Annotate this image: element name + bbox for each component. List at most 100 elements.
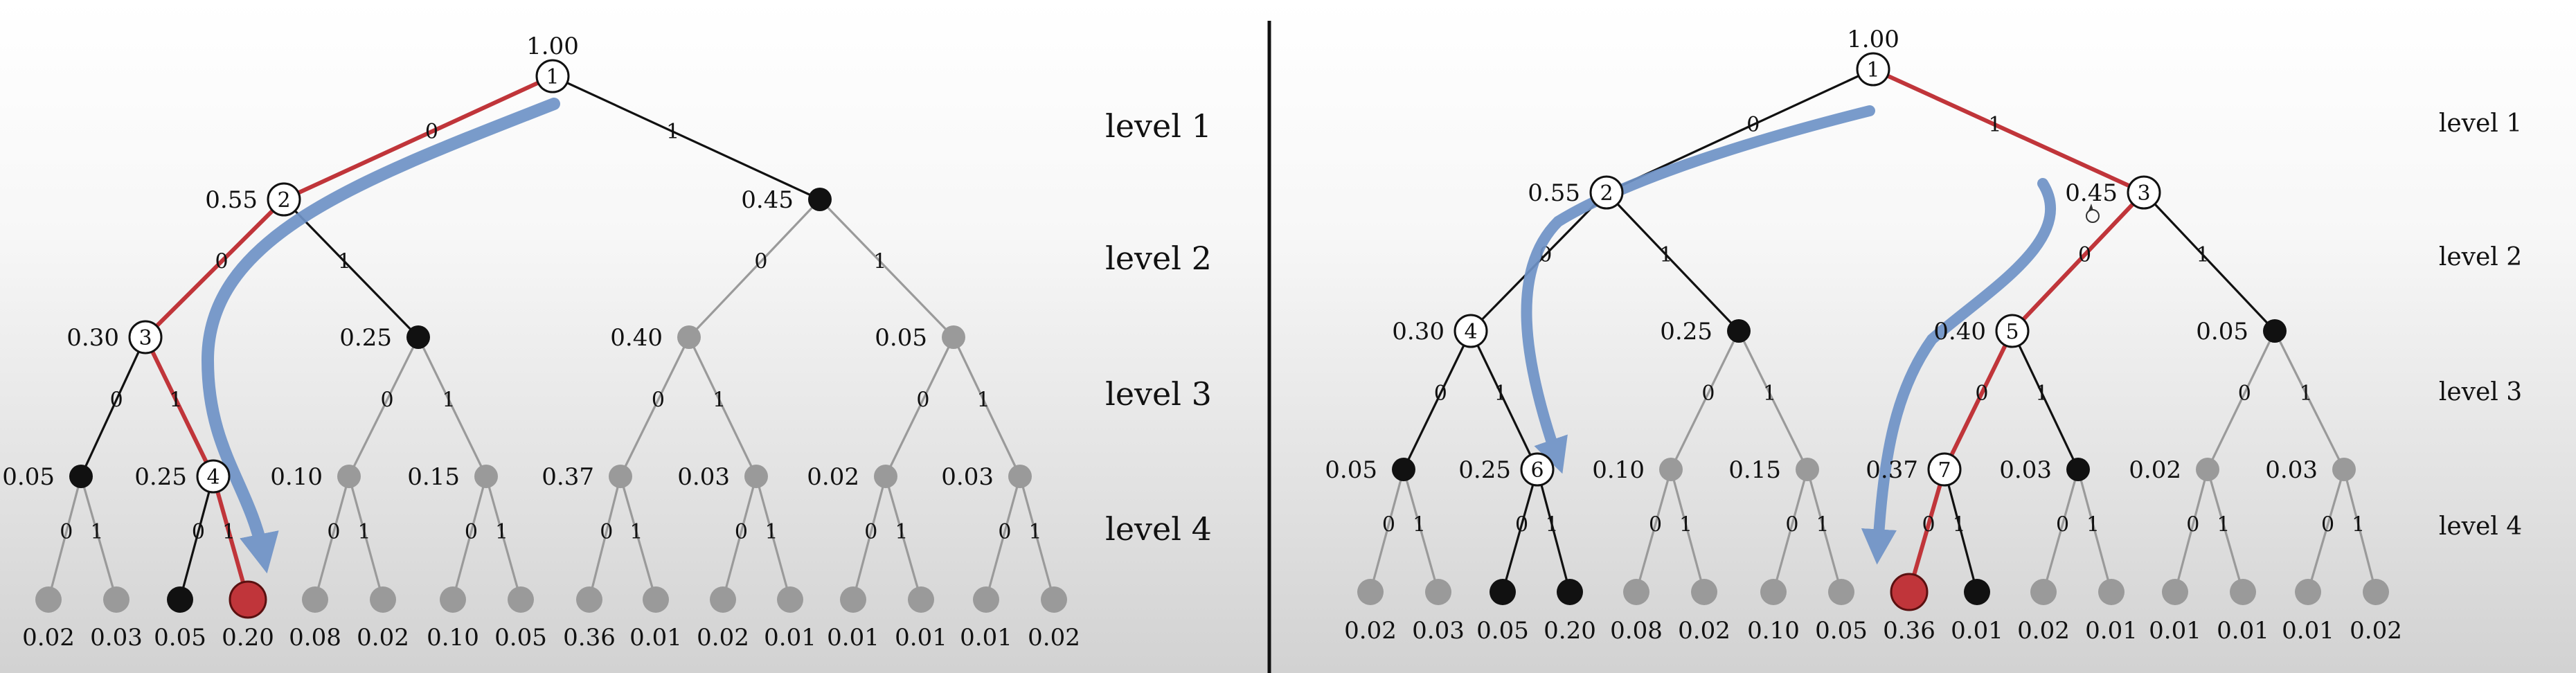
node-id: 5 — [2005, 320, 2019, 344]
level-label-4: level 4 — [1105, 510, 1212, 548]
edge-l4-2-0 — [1635, 469, 1672, 593]
leaf-node — [2230, 579, 2256, 605]
edge-label-one: 1 — [873, 250, 886, 274]
edge-l4-3-0 — [451, 476, 488, 600]
edge-label-zero: 0 — [2321, 513, 2334, 537]
edge-label-zero: 0 — [652, 388, 665, 412]
edge-l2-1-0 — [688, 198, 821, 339]
node-id: 3 — [2137, 181, 2150, 206]
pruned-node — [677, 325, 701, 349]
edge-l4-2-1 — [348, 476, 384, 600]
edge-label-one: 1 — [358, 520, 371, 544]
expanded-node — [1589, 175, 1624, 210]
leaf-node — [643, 586, 669, 613]
edge-label-one: 1 — [2299, 382, 2312, 406]
edge-l2-1-1 — [819, 198, 955, 339]
leaf-probability: 0.03 — [1412, 617, 1465, 645]
edge-label-zero: 0 — [1515, 513, 1528, 537]
edge-l4-7-0 — [985, 476, 1021, 600]
edge-label-zero: 0 — [2186, 513, 2199, 537]
leaf-node — [1623, 579, 1649, 605]
leaf-node — [229, 580, 267, 619]
search-arrow — [201, 98, 560, 574]
leaf-probability: 0.10 — [427, 624, 479, 652]
edge-label-zero: 0 — [998, 520, 1011, 544]
search-arrow — [1521, 105, 1875, 474]
leaf-probability: 0.01 — [2085, 617, 2138, 645]
leaf-probability: 0.01 — [895, 624, 947, 652]
node-probability: 0.25 — [1660, 318, 1712, 346]
edge-label-one: 1 — [495, 520, 508, 544]
hand-cursor-icon — [2086, 204, 2100, 223]
leaf-node — [1041, 586, 1067, 613]
edge-label-zero: 0 — [327, 520, 340, 544]
edge-l3-3-1 — [2273, 330, 2345, 470]
leaf-probability: 0.05 — [494, 624, 547, 652]
pruned-node — [69, 465, 93, 488]
leaf-node — [1964, 579, 1990, 605]
node-probability: 0.03 — [941, 463, 994, 491]
edge-l3-2-0 — [1942, 330, 2014, 471]
edge-label-zero: 0 — [1975, 382, 1988, 406]
edge-l3-0-0 — [1402, 330, 1472, 470]
leaf-node — [103, 586, 129, 613]
edge-label-zero: 0 — [1649, 513, 1662, 537]
leaf-node — [1890, 573, 1929, 611]
leaf-node — [576, 586, 602, 613]
edge-label-zero: 0 — [1746, 113, 1760, 137]
node-probability: 0.55 — [205, 186, 258, 214]
edge-label-one: 1 — [2086, 513, 2100, 537]
edge-l4-3-0 — [1772, 469, 1809, 593]
leaf-node — [1490, 579, 1516, 605]
pruned-node — [744, 465, 768, 488]
node-probability: 0.03 — [1999, 456, 2052, 484]
edge-l4-0-0 — [1369, 469, 1405, 593]
root-probability: 1.00 — [526, 33, 579, 60]
leaf-probability: 0.01 — [960, 624, 1012, 652]
edge-label-zero: 0 — [380, 388, 393, 412]
level-label-3: level 3 — [1105, 375, 1212, 413]
edge-label-one: 1 — [1988, 113, 2001, 137]
edge-label-zero: 0 — [864, 520, 877, 544]
leaf-node — [2098, 579, 2125, 605]
pruned-node — [474, 465, 498, 488]
level-labels: level 1 level 2 level 3 level 4 — [2439, 109, 2522, 541]
edge-label-zero: 0 — [1382, 513, 1395, 537]
leaf-node — [840, 586, 866, 613]
root-probability: 1.00 — [1847, 26, 1899, 53]
edge-label-zero: 0 — [1434, 382, 1447, 406]
level-label-1: level 1 — [1105, 107, 1212, 145]
pruned-node — [1008, 465, 1032, 488]
node-probability: 0.45 — [2065, 179, 2118, 207]
edge-label-zero: 0 — [192, 520, 205, 544]
expanded-node — [196, 459, 231, 494]
edge-label-one: 1 — [1494, 382, 1508, 406]
expanded-node — [1454, 314, 1488, 348]
tree-nodes: 1 1.00 2 0.55 0.45 3 0.30 0.25 0.40 0.05 0.05 4 0.25… — [2, 33, 1080, 652]
edge-label-one: 1 — [1029, 520, 1042, 544]
expanded-node — [267, 182, 301, 217]
search-arrow-2 — [1861, 178, 2057, 565]
edge-l3-2-1 — [2011, 330, 2079, 470]
node-probability: 0.30 — [1392, 318, 1444, 346]
leaf-probability: 0.08 — [289, 624, 341, 652]
edge-l3-0-1 — [1469, 330, 1539, 470]
node-probability: 0.40 — [1933, 318, 1986, 346]
node-probability: 0.37 — [542, 463, 594, 491]
leaf-probability: 0.03 — [90, 624, 143, 652]
edge-label-zero: 0 — [1785, 513, 1798, 537]
search-arrows — [201, 98, 560, 574]
leaf-probability: 0.36 — [563, 624, 616, 652]
edge-l3-2-1 — [688, 336, 758, 477]
node-probability: 0.02 — [2129, 456, 2181, 484]
node-id: 4 — [1464, 320, 1477, 344]
leaf-node — [973, 586, 999, 613]
edge-label-zero: 0 — [465, 520, 478, 544]
edge-l4-2-1 — [1670, 469, 1706, 593]
expanded-node — [1856, 52, 1890, 87]
leaf-node — [440, 586, 466, 613]
edge-l3-3-0 — [2206, 330, 2276, 470]
pruned-node — [2196, 458, 2219, 481]
tree-nodes: 1 1.00 2 0.55 3 0.45 4 0.30 0.25 5 0.40 0.05 0.05 6 0.… — [1325, 26, 2402, 645]
edge-l4-5-0 — [722, 476, 758, 600]
